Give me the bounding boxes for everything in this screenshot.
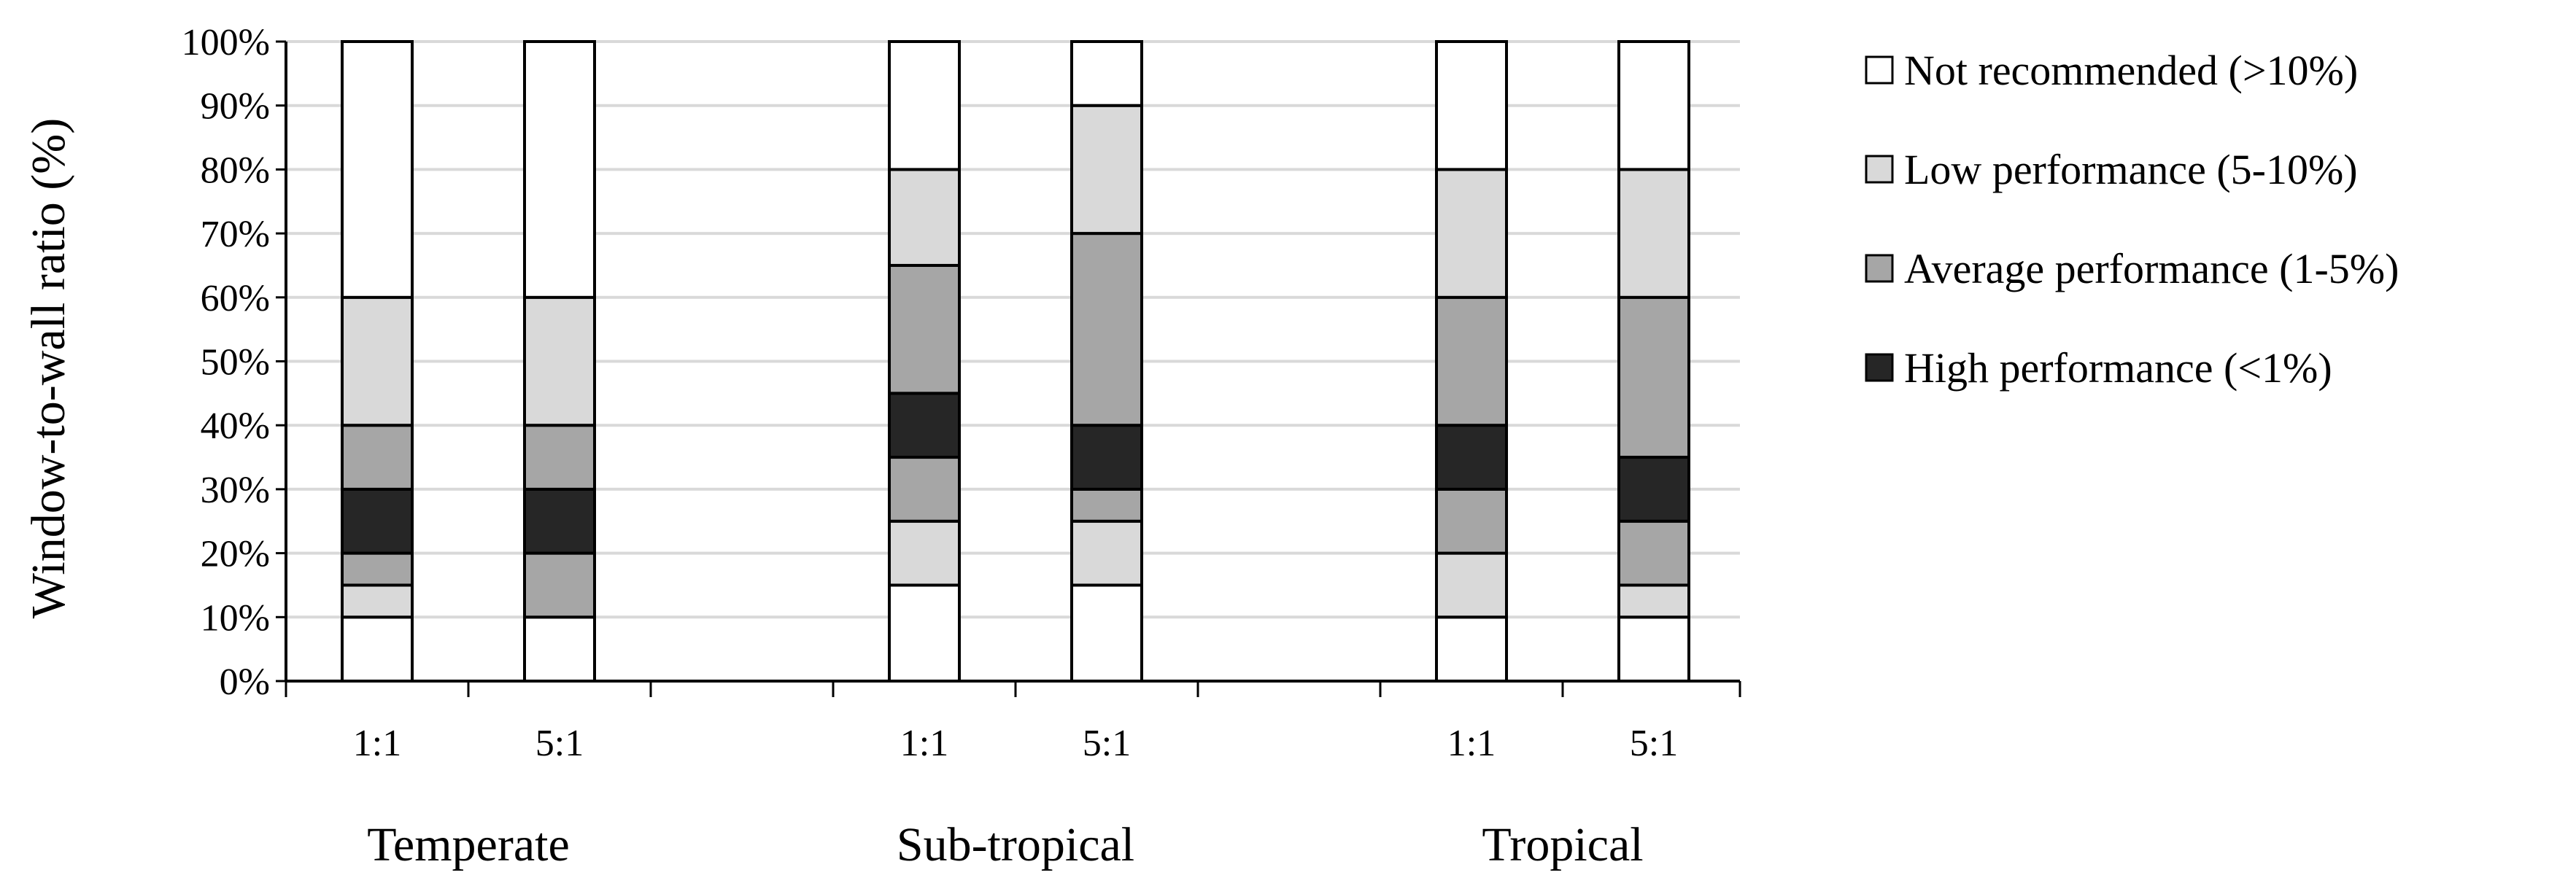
bar-segment (1617, 168, 1690, 299)
legend-label: High performance (<1%) (1904, 344, 2332, 392)
bar-segment (341, 615, 414, 683)
legend-swatch (1865, 353, 1894, 382)
bar-segment (1435, 295, 1508, 427)
bar-segment (1617, 583, 1690, 619)
legend-label: Not recommended (>10%) (1904, 47, 2358, 94)
y-tick-label: 90% (201, 86, 270, 128)
y-tick-label: 50% (201, 342, 270, 384)
bar-segment (341, 40, 414, 299)
bar-segment (341, 487, 414, 555)
x-group-labels: Temperate Sub-tropical Tropical (367, 818, 1643, 871)
bar-segment (523, 551, 596, 619)
bar-segment (1617, 519, 1690, 587)
bar-segment (1070, 583, 1143, 683)
bar-segment (1617, 615, 1690, 683)
x-category-label: 1:1 (353, 723, 401, 764)
bar-segment (523, 615, 596, 683)
x-category-label: 1:1 (1447, 723, 1496, 764)
bar-segment (888, 456, 961, 523)
x-category-label: 5:1 (1630, 723, 1678, 764)
bar-segment (1070, 424, 1143, 491)
y-tick-label: 40% (201, 405, 270, 447)
bar-segment (1435, 40, 1508, 171)
y-tick-label: 70% (201, 214, 270, 255)
bar-segment (341, 424, 414, 491)
bar-segment (888, 519, 961, 587)
bar-segment (1617, 40, 1690, 171)
y-tick-label: 20% (201, 534, 270, 575)
bar-segment (1617, 295, 1690, 459)
bar-segment (1070, 519, 1143, 587)
legend-swatch (1865, 55, 1894, 85)
bar-segment (341, 583, 414, 619)
bar-segment (888, 40, 961, 171)
legend: Not recommended (>10%) Low performance (5… (1865, 47, 2399, 392)
y-tick-label: 80% (201, 149, 270, 191)
bars (341, 40, 1690, 683)
x-group-label: Tropical (1482, 818, 1643, 871)
y-tick-label: 100% (182, 22, 270, 63)
legend-label: Low performance (5-10%) (1904, 146, 2358, 193)
bar-segment (1435, 615, 1508, 683)
bar-segment (1435, 168, 1508, 299)
bar-segment (888, 263, 961, 395)
bar-segment (1070, 232, 1143, 427)
bar-segment (523, 295, 596, 427)
bar-segment (1617, 456, 1690, 523)
y-tick-label: 0% (220, 661, 270, 703)
legend-swatch (1865, 254, 1894, 283)
x-group-label: Sub-tropical (897, 818, 1134, 871)
bar-segment (1070, 487, 1143, 523)
bar-segment (341, 295, 414, 427)
y-tick-label: 30% (201, 470, 270, 511)
bar-segment (1435, 424, 1508, 491)
y-axis-label: Window-to-wall ratio (%) (22, 118, 75, 618)
y-tick-labels: 0% 10% 20% 30% 40% 50% 60% 70% 80% 90% 100% (182, 22, 270, 703)
bar-segment (523, 487, 596, 555)
x-group-label: Temperate (367, 818, 570, 871)
x-category-label: 5:1 (1083, 723, 1131, 764)
bar-segment (888, 583, 961, 683)
x-category-label: 1:1 (900, 723, 948, 764)
bar-segment (1070, 40, 1143, 107)
legend-swatch (1865, 155, 1894, 184)
bar-segment (523, 40, 596, 299)
bar-segment (341, 551, 414, 587)
y-tick-label: 60% (201, 278, 270, 319)
bar-segment (1435, 487, 1508, 555)
axes (276, 40, 1741, 697)
legend-label: Average performance (1-5%) (1904, 245, 2399, 292)
bar-segment (1435, 551, 1508, 619)
bar-segment (888, 392, 961, 459)
bar-segment (523, 424, 596, 491)
x-category-labels: 1:1 5:1 1:1 5:1 1:1 5:1 (353, 723, 1678, 764)
gridlines (286, 40, 1740, 619)
x-category-label: 5:1 (535, 723, 584, 764)
bar-segment (1070, 104, 1143, 236)
y-tick-label: 10% (201, 597, 270, 639)
bar-segment (888, 168, 961, 267)
